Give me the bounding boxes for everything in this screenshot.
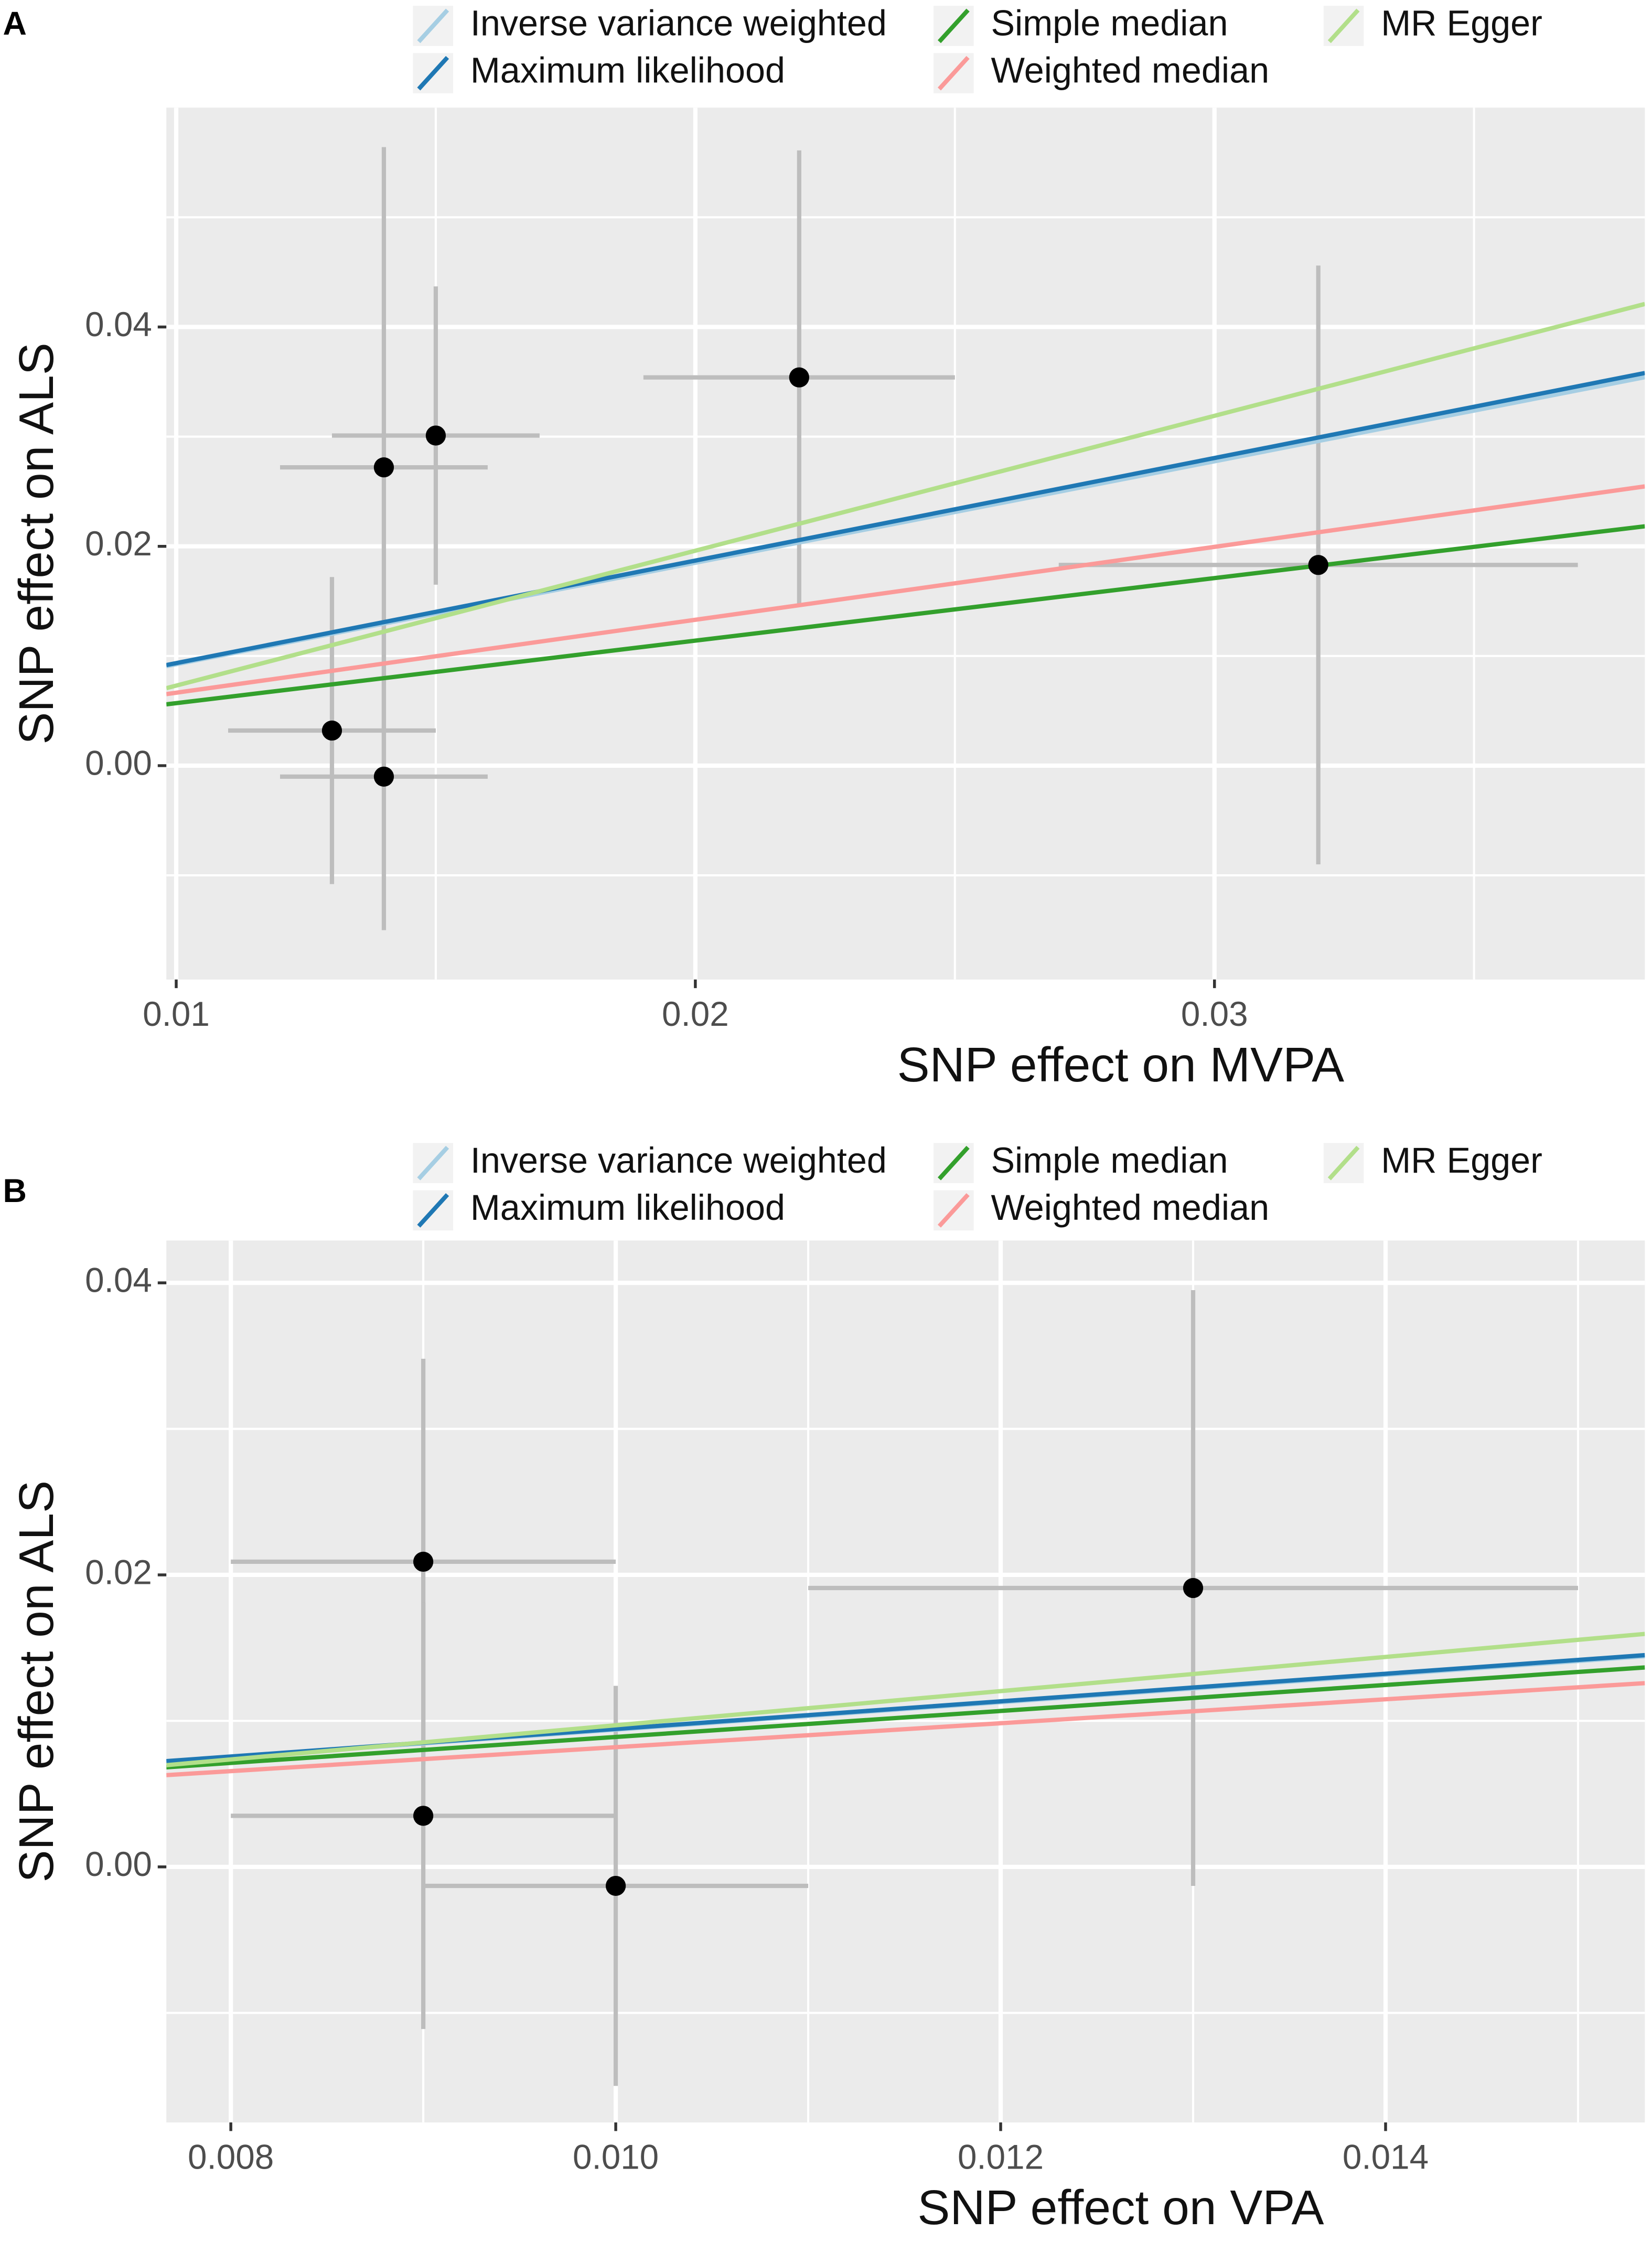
x-axis-title: SNP effect on MVPA	[897, 1037, 1345, 1092]
regression-line	[166, 371, 1645, 668]
regression-line	[166, 524, 1645, 707]
x-tick-label: 0.02	[662, 995, 729, 1033]
y-tick-label: 0.02	[85, 1553, 152, 1591]
x-tick-label: 0.03	[1181, 995, 1248, 1033]
legend-label: MR Egger	[1381, 3, 1542, 43]
regression-line	[166, 302, 1645, 691]
y-tick-label: 0.04	[85, 1261, 152, 1299]
y-tick-label: 0.00	[85, 1845, 152, 1883]
legend-swatch	[937, 8, 970, 44]
x-tick-label: 0.008	[188, 2138, 274, 2176]
legend-swatch	[1327, 1145, 1360, 1181]
regression-line	[166, 1665, 1645, 1769]
legend-swatch	[417, 1193, 449, 1228]
point	[321, 720, 342, 741]
point	[789, 367, 809, 388]
point	[373, 457, 394, 478]
legend-label: MR Egger	[1381, 1141, 1542, 1181]
plot-background	[166, 108, 1645, 980]
legend-swatch	[937, 1145, 970, 1181]
legend-swatch	[937, 1193, 970, 1228]
legend-label: Simple median	[991, 1141, 1228, 1181]
panel-label: A	[3, 5, 26, 42]
regression-line	[166, 1681, 1645, 1777]
x-tick-label: 0.010	[573, 2138, 659, 2176]
regression-line	[166, 484, 1645, 696]
legend-swatch	[1327, 8, 1360, 44]
legend-swatch	[417, 8, 449, 44]
x-tick-label: 0.01	[143, 995, 210, 1033]
point	[1183, 1578, 1204, 1598]
legend-swatch	[937, 56, 970, 91]
legend-label: Maximum likelihood	[470, 1188, 785, 1228]
point	[1308, 555, 1328, 575]
legend-label: Inverse variance weighted	[470, 1141, 887, 1181]
y-axis-title: SNP effect on ALS	[9, 342, 63, 745]
legend-label: Weighted median	[991, 1188, 1269, 1228]
point	[605, 1875, 626, 1896]
point	[425, 425, 446, 446]
plot-area	[166, 108, 1645, 980]
panel-label: B	[3, 1173, 26, 1209]
legend-swatch	[417, 1145, 449, 1181]
legend-label: Maximum likelihood	[470, 51, 785, 91]
legend-swatch	[417, 56, 449, 91]
legend-label: Weighted median	[991, 51, 1269, 91]
x-tick-label: 0.012	[958, 2138, 1044, 2176]
point	[373, 766, 394, 787]
legend-label: Simple median	[991, 3, 1228, 43]
point	[413, 1806, 434, 1826]
plot-area	[166, 1240, 1645, 2123]
y-tick-label: 0.00	[85, 744, 152, 782]
plot-background	[166, 1240, 1645, 2123]
legend-label: Inverse variance weighted	[470, 3, 887, 43]
point	[413, 1551, 434, 1572]
x-axis-title: SNP effect on VPA	[917, 2180, 1324, 2235]
y-tick-label: 0.02	[85, 524, 152, 563]
y-tick-label: 0.04	[85, 305, 152, 344]
regression-line	[166, 1632, 1645, 1767]
x-tick-label: 0.014	[1343, 2138, 1429, 2176]
y-axis-title: SNP effect on ALS	[9, 1480, 63, 1883]
